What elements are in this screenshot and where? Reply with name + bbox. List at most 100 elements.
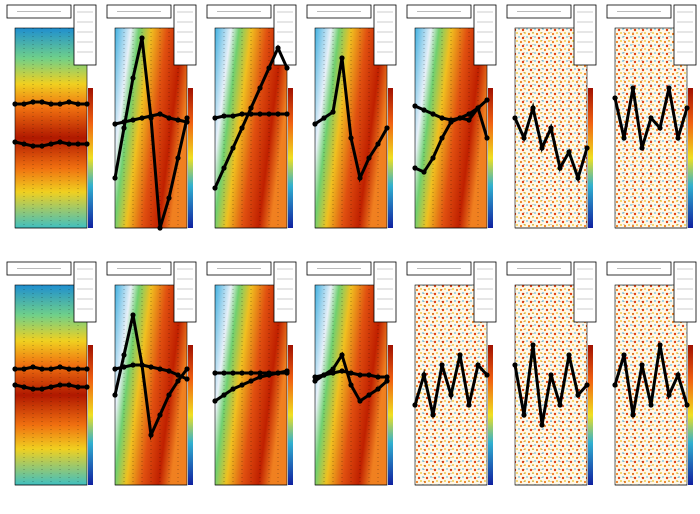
profile-point — [648, 402, 654, 408]
profile-point — [257, 370, 263, 376]
profile-point — [566, 149, 572, 155]
profile-point — [357, 398, 363, 404]
profile-point — [175, 155, 181, 161]
profile-point — [121, 119, 127, 125]
profile-point — [357, 175, 363, 181]
profile-point — [112, 392, 118, 398]
profile-point — [139, 115, 145, 121]
stats-box — [673, 4, 697, 66]
color-bar — [188, 88, 193, 228]
color-bar — [288, 345, 293, 485]
profile-point — [512, 362, 518, 368]
stats-box — [173, 4, 197, 66]
profile-point — [157, 412, 163, 418]
color-bar — [688, 345, 693, 485]
profile-point — [139, 35, 145, 41]
profile-point — [330, 366, 336, 372]
profile-point — [375, 141, 381, 147]
stats-box — [573, 261, 597, 323]
profile-point — [112, 175, 118, 181]
profile-point — [330, 370, 336, 376]
profile-point — [348, 135, 354, 141]
profile-point — [257, 374, 263, 380]
stats-box — [273, 261, 297, 323]
profile-point — [239, 370, 245, 376]
stats-box — [473, 261, 497, 323]
profile-point — [484, 97, 490, 103]
profile-point — [348, 370, 354, 376]
profile-point — [312, 121, 318, 127]
color-bar — [88, 88, 93, 228]
profile-point — [312, 378, 318, 384]
profile-point — [230, 145, 236, 151]
profile-point — [212, 370, 218, 376]
profile-point — [321, 372, 327, 378]
profile-point — [457, 115, 463, 121]
profile-point — [284, 65, 290, 71]
stats-box — [473, 4, 497, 66]
profile-point — [157, 366, 163, 372]
panel — [606, 261, 697, 486]
profile-point — [548, 125, 554, 131]
profile-point — [130, 117, 136, 123]
profile-point — [421, 107, 427, 113]
color-bar — [488, 345, 493, 485]
panel — [406, 4, 497, 229]
profile-point — [212, 398, 218, 404]
profile-point — [148, 364, 154, 370]
profile-point — [166, 115, 172, 121]
profile-point — [75, 366, 81, 372]
profile-point — [521, 135, 527, 141]
profile-point — [221, 165, 227, 171]
profile-point — [166, 368, 172, 374]
profile-point — [439, 135, 445, 141]
profile-point — [475, 105, 481, 111]
profile-point — [84, 384, 90, 390]
profile-point — [266, 111, 272, 117]
profile-point — [466, 117, 472, 123]
profile-point — [184, 376, 190, 382]
profile-point — [221, 113, 227, 119]
profile-point — [539, 422, 545, 428]
profile-point — [584, 145, 590, 151]
profile-point — [12, 382, 18, 388]
profile-point — [475, 362, 481, 368]
panel — [6, 261, 97, 486]
profile-point — [557, 402, 563, 408]
profile-point — [612, 95, 618, 101]
profile-point — [284, 111, 290, 117]
panel — [6, 4, 97, 229]
stats-box — [273, 4, 297, 66]
profile-point — [648, 115, 654, 121]
profile-point — [248, 370, 254, 376]
profile-point — [357, 372, 363, 378]
profile-point — [421, 169, 427, 175]
profile-point — [21, 141, 27, 147]
profile-point — [384, 125, 390, 131]
profile-point — [448, 117, 454, 123]
profile-point — [330, 109, 336, 115]
profile-point — [412, 103, 418, 109]
profile-point — [484, 372, 490, 378]
profile-point — [21, 384, 27, 390]
profile-point — [30, 364, 36, 370]
panel — [506, 261, 597, 486]
profile-point — [12, 101, 18, 107]
profile-point — [148, 432, 154, 438]
profile-point — [212, 115, 218, 121]
profile-point — [66, 99, 72, 105]
profile-point — [466, 402, 472, 408]
profile-point — [639, 362, 645, 368]
panel — [106, 261, 197, 486]
profile-point — [675, 372, 681, 378]
profile-point — [157, 225, 163, 231]
profile-point — [221, 370, 227, 376]
panel — [506, 4, 597, 229]
profile-point — [84, 141, 90, 147]
profile-point — [121, 364, 127, 370]
profile-point — [257, 85, 263, 91]
profile-point — [575, 392, 581, 398]
profile-point — [184, 115, 190, 121]
profile-point — [630, 412, 636, 418]
profile-point — [348, 382, 354, 388]
